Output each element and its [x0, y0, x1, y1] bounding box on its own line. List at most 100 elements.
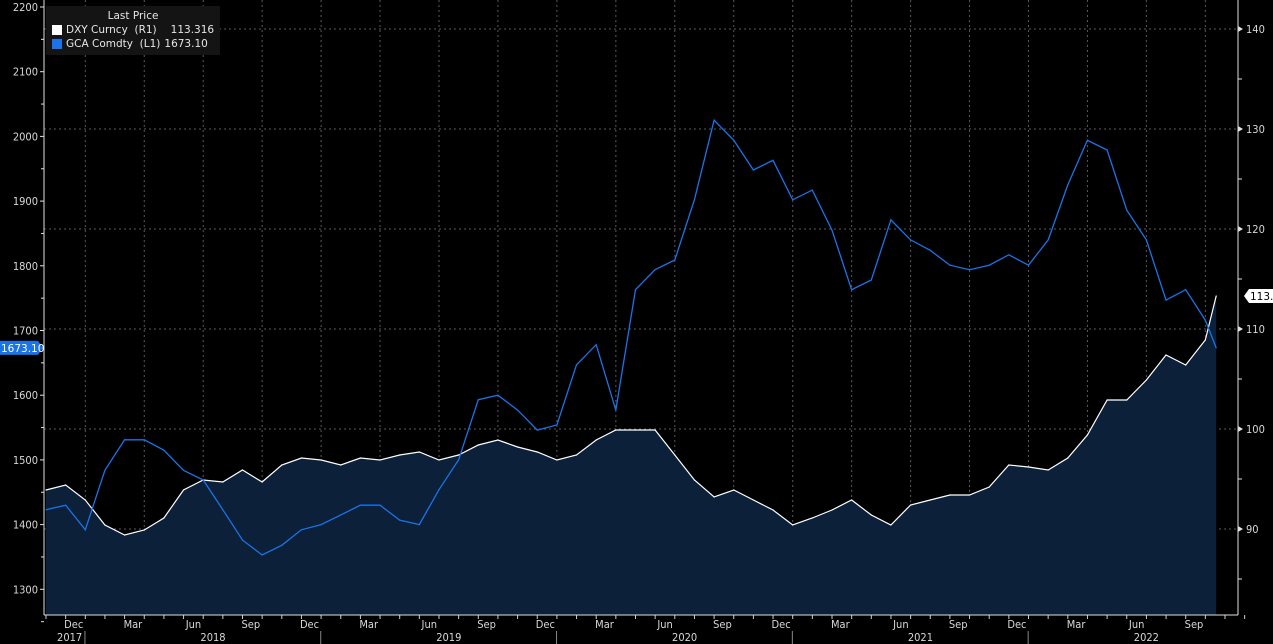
dxy-point [575, 454, 578, 456]
x-tick-label: Sep [241, 618, 260, 631]
dxy-point [477, 444, 479, 446]
gca-point [477, 399, 479, 401]
dxy-point [438, 459, 440, 461]
dxy-point [968, 494, 971, 496]
dxy-point [84, 499, 86, 501]
dxy-point [399, 454, 401, 456]
left-tick-label: 1800 [13, 260, 38, 273]
right-tick-label: 140 [1246, 23, 1265, 36]
dxy-point [281, 464, 283, 466]
legend-item-gca: GCA Comdty (L1) 1673.10 [52, 37, 214, 51]
left-tick-label: 1300 [13, 583, 38, 596]
gca-point [654, 269, 656, 271]
dxy-point [752, 499, 755, 501]
legend: Last Price DXY Curncy (R1) 113.316 GCA C… [46, 6, 221, 55]
gca-point [595, 344, 597, 346]
dxy-point [418, 451, 420, 453]
dxy-point [634, 429, 637, 431]
x-tick-label: Mar [831, 618, 851, 631]
gca-point [929, 249, 931, 251]
x-tick-label: Sep [1185, 618, 1204, 631]
gca-point [693, 199, 696, 201]
x-tick-label: Jun [1128, 618, 1144, 631]
x-year-label: 2018 [200, 631, 225, 644]
x-year-label: 2021 [908, 631, 933, 644]
right-tick [1238, 226, 1243, 232]
x-tick-label: Dec [300, 618, 319, 631]
gca-point [222, 509, 224, 511]
gca-point [1047, 239, 1049, 241]
dxy-point [1204, 339, 1206, 341]
dxy-point [143, 529, 145, 531]
gca-point [988, 264, 990, 266]
right-tick [1238, 126, 1243, 132]
x-year-label: 2019 [436, 631, 461, 644]
dxy-point [792, 524, 794, 526]
gca-point [1145, 239, 1147, 241]
dxy-point [870, 514, 872, 516]
dxy-point [733, 489, 735, 491]
gca-point [1008, 254, 1010, 256]
gca-point [182, 469, 185, 471]
gca-point [634, 289, 637, 291]
dxy-point [988, 486, 990, 488]
gca-point [202, 479, 204, 481]
dxy-point [674, 454, 676, 456]
gca-point [772, 159, 774, 161]
dxy-point [1106, 399, 1108, 401]
dxy-point [300, 457, 303, 459]
x-tick-label: Dec [772, 618, 791, 631]
gca-point [1215, 347, 1217, 349]
gca-point [320, 524, 322, 526]
legend-value: 1673.10 [164, 38, 208, 50]
dxy-point [536, 451, 538, 453]
gca-point [1165, 299, 1167, 301]
right-tick-label: 130 [1246, 123, 1265, 136]
x-tick-label: Dec [1007, 618, 1026, 631]
dxy-point [556, 459, 558, 461]
gca-point [281, 544, 283, 546]
right-tick-label: 120 [1246, 223, 1265, 236]
gca-point [84, 529, 86, 531]
dxy-point [1185, 364, 1187, 366]
gca-point [418, 524, 420, 526]
gca-point [143, 439, 145, 441]
x-tick-label: Mar [359, 618, 379, 631]
gca-point [1106, 149, 1108, 151]
right-tick-label: 90 [1246, 523, 1259, 536]
gca-point [949, 264, 951, 266]
dxy-point [831, 509, 833, 511]
gca-point [300, 529, 303, 531]
gca-point [870, 279, 872, 281]
right-tick [1238, 26, 1243, 32]
dxy-point [1086, 434, 1089, 436]
right-tick-label: 100 [1246, 423, 1265, 436]
x-tick-label: Sep [949, 618, 968, 631]
dxy-point [222, 481, 224, 483]
right-tick [1238, 326, 1243, 332]
x-tick-label: Jun [892, 618, 908, 631]
gca-point [497, 394, 499, 396]
gca-point [1027, 264, 1030, 266]
dxy-point [1145, 379, 1147, 381]
gca-point [1086, 139, 1089, 141]
dxy-point [1126, 399, 1128, 401]
dxy-point [1047, 469, 1049, 471]
dxy-point [517, 446, 519, 448]
gca-point [674, 259, 676, 261]
legend-series-name: DXY Curncy [66, 24, 128, 36]
gca-point [811, 189, 813, 191]
dxy-area [46, 296, 1217, 615]
left-tick-label: 1600 [13, 389, 38, 402]
gca-point [910, 239, 912, 241]
gca-point [890, 219, 892, 221]
dxy-point [340, 464, 342, 466]
x-year-label: 2017 [57, 631, 82, 644]
left-value-tag [0, 340, 43, 355]
legend-swatch-white [52, 25, 62, 35]
dxy-point [811, 517, 813, 519]
gca-point [163, 449, 165, 451]
x-tick-label: Jun [656, 618, 672, 631]
x-tick-label: Mar [124, 618, 144, 631]
